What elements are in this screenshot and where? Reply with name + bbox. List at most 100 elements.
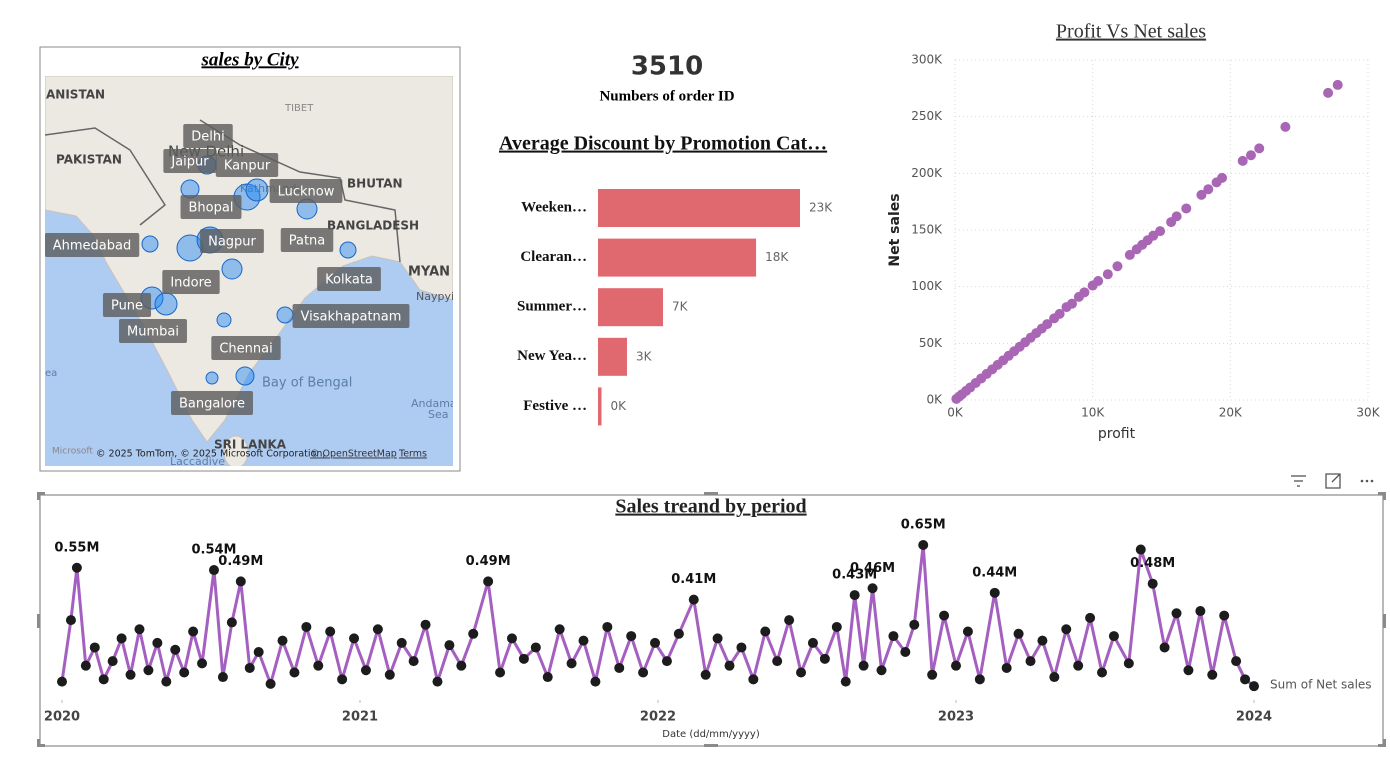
- city-label: Chennai: [219, 342, 272, 357]
- city-label: Kolkata: [325, 273, 373, 288]
- data-label: 0K: [611, 399, 628, 413]
- line-marker: [372, 624, 383, 635]
- map-area: ANISTAN PAKISTAN TIBET BHUTAN BANGLADESH MYAN…: [45, 76, 453, 466]
- x-tick-label: 2020: [44, 710, 80, 725]
- line-marker: [1159, 642, 1170, 653]
- line-marker: [349, 633, 360, 644]
- line-marker: [444, 640, 455, 651]
- line-marker: [909, 619, 920, 630]
- y-tick-label: 300K: [911, 53, 943, 67]
- line-marker: [888, 631, 899, 642]
- y-tick-label: Festive …: [523, 398, 587, 414]
- line-marker: [542, 672, 553, 683]
- line-marker: [235, 576, 246, 587]
- map-place-label: Sea: [428, 408, 449, 421]
- line-marker: [265, 678, 276, 689]
- line-marker: [408, 656, 419, 667]
- city-label: Kanpur: [224, 159, 271, 174]
- map-bubble: [141, 235, 159, 253]
- focus-mode-icon[interactable]: [1325, 473, 1341, 489]
- line-marker: [1025, 656, 1036, 667]
- city-label: Delhi: [191, 130, 224, 145]
- line-marker: [277, 635, 288, 646]
- city-label-box: [200, 229, 264, 253]
- map-bubble: [216, 312, 232, 328]
- line-marker: [179, 667, 190, 678]
- data-label: 0.44M: [972, 565, 1017, 580]
- line-marker: [1207, 669, 1218, 680]
- city-label: Bangalore: [179, 397, 245, 412]
- bar: [598, 387, 602, 426]
- map-bubble: [221, 258, 243, 280]
- data-label: 0.43M: [832, 568, 877, 583]
- scatter-point: [1332, 79, 1343, 90]
- line-marker: [325, 626, 336, 637]
- bar: [598, 337, 627, 376]
- scatter-point: [1181, 203, 1192, 214]
- city-label: Ahmedabad: [53, 239, 131, 254]
- map-bubble: [339, 241, 357, 259]
- visual-frame: [39, 494, 1384, 747]
- y-tick-label: Clearan…: [520, 249, 587, 265]
- line-marker: [1085, 612, 1096, 623]
- map-attribution: Terms: [398, 449, 427, 460]
- map-place-label: ANISTAN: [46, 88, 105, 102]
- more-options-icon[interactable]: [1360, 479, 1374, 483]
- line-marker: [700, 669, 711, 680]
- map-bubble: [235, 366, 255, 386]
- line-marker: [217, 672, 228, 683]
- line-marker: [57, 676, 67, 687]
- scatter-point: [1211, 177, 1222, 188]
- map-attribution: © OpenStreetMap: [310, 449, 397, 460]
- data-label: 0.54M: [191, 543, 236, 558]
- map-place-label: ea: [45, 368, 57, 379]
- line-marker: [360, 665, 371, 676]
- line-marker: [867, 583, 878, 594]
- map-place-label: PAKISTAN: [56, 153, 122, 167]
- line-marker: [849, 590, 860, 601]
- scatter-point: [1087, 280, 1098, 291]
- map-bubble: [154, 292, 178, 316]
- map-place-label: BHUTAN: [347, 177, 403, 191]
- city-label: Lucknow: [278, 185, 335, 200]
- line-marker: [688, 594, 699, 605]
- x-tick-label: 2021: [342, 710, 378, 725]
- y-tick-label: 100K: [911, 279, 943, 293]
- chart-title: Average Discount by Promotion Cat…: [499, 133, 827, 155]
- map-place-label: MYAN: [408, 265, 450, 280]
- line-marker: [1073, 660, 1084, 671]
- line-marker: [974, 674, 985, 685]
- line-marker: [468, 628, 479, 639]
- line-marker: [831, 621, 842, 632]
- map-title: sales by City: [200, 49, 299, 70]
- line-marker: [772, 656, 783, 667]
- y-axis-title: Net sales: [887, 193, 903, 266]
- line-marker: [1123, 658, 1134, 669]
- scatter-point: [1073, 291, 1084, 302]
- legend-label: Sum of Net sales: [1270, 678, 1372, 692]
- line-marker: [1171, 608, 1182, 619]
- data-label: 23K: [809, 201, 833, 215]
- y-tick-label: Summer…: [517, 299, 587, 315]
- line-marker: [170, 644, 181, 655]
- line-marker: [337, 674, 348, 685]
- data-label: 0.55M: [54, 540, 99, 555]
- line-marker: [420, 619, 431, 630]
- scatter-point: [1254, 143, 1265, 154]
- line-marker: [134, 624, 145, 635]
- card-value: 3510: [631, 52, 703, 82]
- line-marker: [614, 662, 625, 673]
- visual-header-icons[interactable]: [1291, 473, 1374, 489]
- line-marker: [506, 633, 517, 644]
- line-marker: [962, 626, 973, 637]
- line-marker: [819, 653, 830, 664]
- city-label: Mumbai: [127, 325, 179, 340]
- map-attribution: © 2025 TomTom, © 2025 Microsoft Corporat…: [96, 449, 325, 460]
- line-marker: [289, 667, 300, 678]
- line-marker: [313, 660, 324, 671]
- line-marker: [1108, 631, 1119, 642]
- line-marker: [301, 621, 312, 632]
- line-marker: [107, 656, 118, 667]
- filter-icon[interactable]: [1291, 475, 1306, 487]
